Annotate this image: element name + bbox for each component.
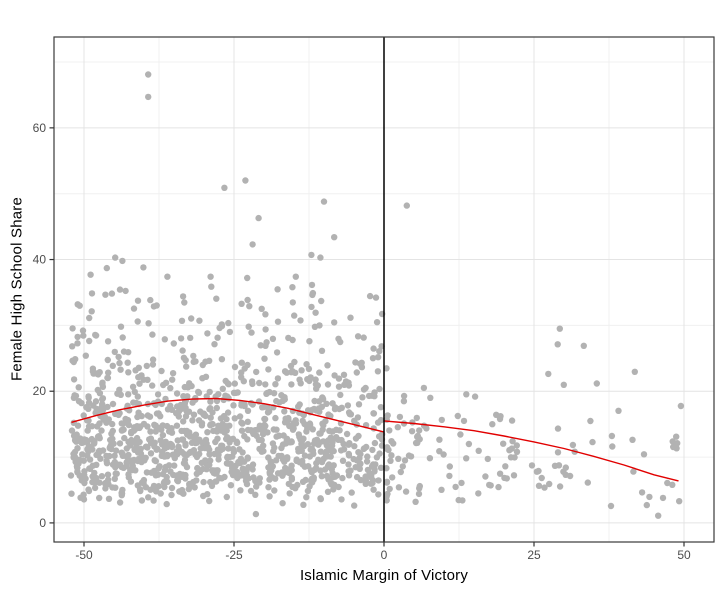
y-tick-label: 60: [33, 121, 47, 135]
x-tick-label: 25: [527, 548, 541, 562]
x-axis-title: Islamic Margin of Victory: [299, 567, 469, 584]
trend-line-segment-right: [383, 420, 679, 482]
scatter-points: [67, 71, 685, 519]
x-tick-label: -50: [75, 548, 93, 562]
x-tick-label: -25: [225, 548, 243, 562]
y-tick-label: 40: [33, 253, 47, 267]
axis-ticks: -50 -25 0 25 50 0 20 40 60: [33, 121, 691, 562]
trend-line-segment-left: [71, 397, 385, 433]
y-tick-label: 0: [39, 516, 46, 530]
y-tick-label: 20: [33, 384, 47, 398]
x-tick-label: 50: [677, 548, 691, 562]
x-tick-label: 0: [381, 548, 388, 562]
y-axis-title: Female High School Share: [8, 196, 26, 382]
